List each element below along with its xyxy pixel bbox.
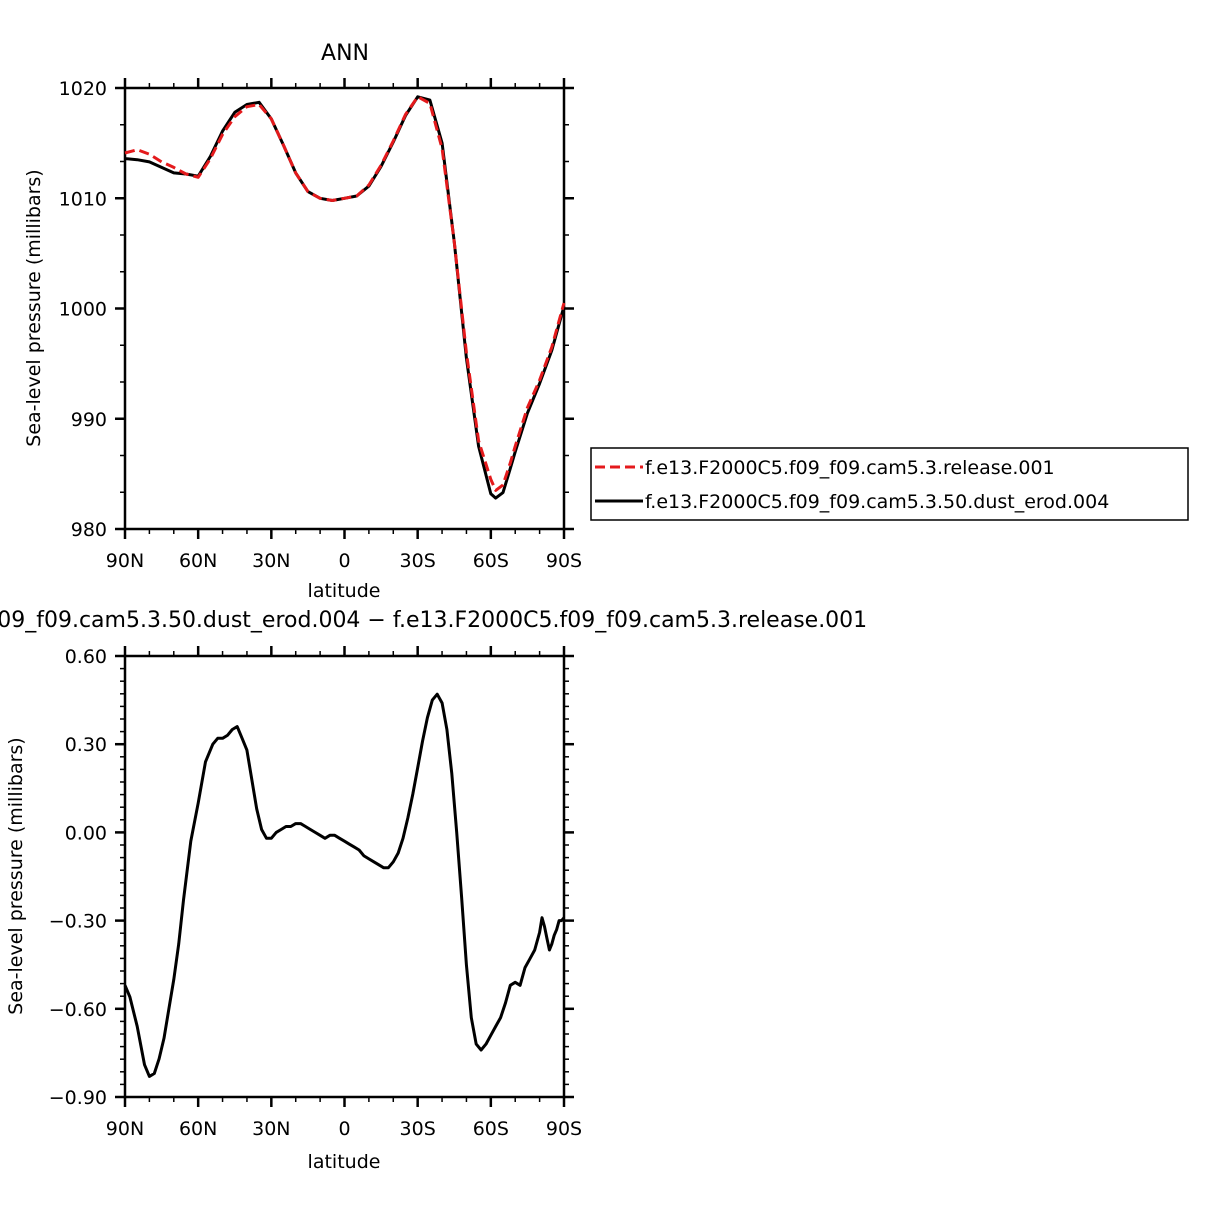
legend-box xyxy=(590,447,1189,521)
y-tick-label: 0.60 xyxy=(65,646,107,668)
x-tick-label: 60S xyxy=(473,550,509,572)
y-tick-label: −0.90 xyxy=(49,1087,107,1109)
y-tick-label: 990 xyxy=(71,409,107,431)
y-tick-label: 0.00 xyxy=(65,822,107,844)
x-tick-label: 60S xyxy=(473,1118,509,1140)
series-line-0 xyxy=(123,692,566,1078)
x-tick-label: 90N xyxy=(106,550,144,572)
axis-ticks: 90N 60N 30N 0 30S 60S 90S −0.90 −0.60 −0.30 0.00 0.… xyxy=(49,646,582,1140)
x-tick-label: 0 xyxy=(338,1118,350,1140)
axis-ticks: 90N 60N 30N 0 30S 60S 90S 980 990 1000 1010 1020 xyxy=(59,78,582,572)
x-tick-label: 30N xyxy=(252,1118,290,1140)
series-group xyxy=(124,95,566,500)
series-group xyxy=(123,692,566,1078)
x-tick-label: 90N xyxy=(106,1118,144,1140)
legend-label-dust-erod: f.e13.F2000C5.f09_f09.cam5.3.50.dust_ero… xyxy=(645,491,1109,513)
y-tick-label: 1020 xyxy=(59,78,107,100)
y-tick-label: 0.30 xyxy=(65,734,107,756)
y-axis-title: Sea-level pressure (millibars) xyxy=(5,737,27,1014)
panel-difference: f.e13.F2000C5.f09_f09.cam5.3.50.dust_ero… xyxy=(0,608,867,1173)
x-tick-label: 30S xyxy=(400,1118,436,1140)
x-tick-label: 60N xyxy=(179,550,217,572)
x-axis-title: latitude xyxy=(308,1151,381,1173)
x-tick-label: 60N xyxy=(179,1118,217,1140)
series-line-1 xyxy=(124,95,566,500)
x-axis-title: latitude xyxy=(308,580,381,602)
series-line-0 xyxy=(124,95,566,492)
y-tick-label: 1000 xyxy=(59,299,107,321)
legend: f.e13.F2000C5.f09_f09.cam5.3.release.001… xyxy=(590,447,1189,521)
panel-title: f.e13.F2000C5.f09_f09.cam5.3.50.dust_ero… xyxy=(0,608,867,633)
y-tick-label: 980 xyxy=(71,519,107,541)
y-axis-title: Sea-level pressure (millibars) xyxy=(23,169,45,446)
panel-title: ANN xyxy=(321,41,369,66)
x-tick-label: 30S xyxy=(400,550,436,572)
x-tick-label: 90S xyxy=(546,1118,582,1140)
x-tick-label: 90S xyxy=(546,550,582,572)
x-tick-label: 30N xyxy=(252,550,290,572)
legend-label-release: f.e13.F2000C5.f09_f09.cam5.3.release.001 xyxy=(645,457,1055,479)
x-tick-label: 0 xyxy=(338,550,350,572)
y-tick-label: −0.30 xyxy=(49,911,107,933)
plot-frame xyxy=(123,654,566,1099)
panel-annual-slp: ANN 90N 60N 30N 0 30S 60S 90S 980 990 1000 1010 102… xyxy=(23,41,582,602)
plot-frame xyxy=(123,86,566,531)
y-tick-label: 1010 xyxy=(59,188,107,210)
y-tick-label: −0.60 xyxy=(49,999,107,1021)
